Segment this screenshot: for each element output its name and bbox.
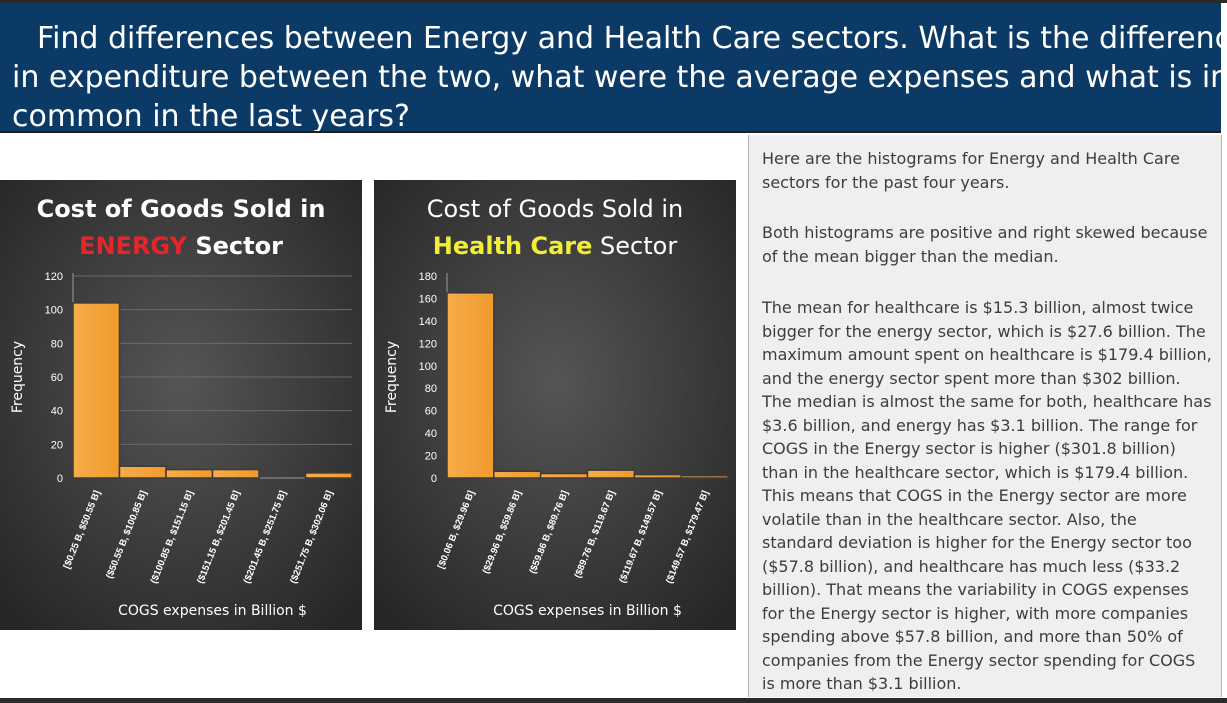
healthcare-histogram-panel: Cost of Goods Sold in Health Care Sector 0… bbox=[374, 180, 736, 630]
energy-histogram-panel: Cost of Goods Sold in ENERGY Sector 0 20 40 6… bbox=[0, 180, 362, 630]
chart-title-suffix: Sector bbox=[592, 232, 677, 260]
histogram-bar bbox=[586, 469, 636, 479]
chart-title-line-2: ENERGY Sector bbox=[79, 232, 283, 260]
chart-title-highlight: ENERGY bbox=[79, 232, 188, 260]
analysis-notes: Here are the histograms for Energy and H… bbox=[748, 135, 1222, 697]
y-tick-label: 180 bbox=[419, 271, 437, 283]
y-tick-label: 20 bbox=[51, 439, 63, 451]
question-line-3: common in the last years? bbox=[12, 99, 410, 134]
energy-histogram-chart: Cost of Goods Sold in ENERGY Sector 0 20 40 6… bbox=[0, 180, 362, 630]
histogram-bar bbox=[118, 465, 167, 479]
chart-title-suffix: Sector bbox=[187, 232, 283, 260]
chart-title-line-1: Cost of Goods Sold in bbox=[427, 195, 683, 223]
notes-paragraph-2: Both histograms are positive and right s… bbox=[762, 223, 1208, 266]
y-tick-label: 0 bbox=[431, 473, 437, 485]
y-axis-title: Frequency bbox=[10, 341, 26, 413]
question-banner: Find differences between Energy and Heal… bbox=[0, 3, 1227, 134]
top-border bbox=[0, 0, 1227, 3]
histogram-bar bbox=[446, 292, 495, 479]
y-tick-label: 0 bbox=[57, 473, 63, 485]
y-tick-label: 60 bbox=[51, 372, 63, 384]
y-tick-label: 160 bbox=[419, 293, 437, 305]
y-tick-label: 20 bbox=[425, 451, 437, 463]
y-tick-label: 40 bbox=[425, 428, 437, 440]
chart-title-line-1: Cost of Goods Sold in bbox=[37, 195, 326, 223]
question-line-1: Find differences between Energy and Heal… bbox=[37, 21, 1227, 56]
notes-paragraph-1: Here are the histograms for Energy and H… bbox=[762, 149, 1180, 192]
y-tick-label: 60 bbox=[425, 406, 437, 418]
histogram-bar bbox=[680, 475, 729, 479]
y-tick-label: 140 bbox=[419, 316, 437, 328]
y-tick-label: 120 bbox=[419, 338, 437, 350]
y-axis-title: Frequency bbox=[384, 341, 400, 413]
histogram-bar bbox=[539, 472, 589, 479]
y-tick-label: 100 bbox=[419, 361, 437, 373]
question-line-2: in expenditure between the two, what wer… bbox=[12, 60, 1227, 95]
x-axis-title: COGS expenses in Billion $ bbox=[493, 603, 682, 619]
y-tick-label: 100 bbox=[45, 305, 63, 317]
y-tick-label: 80 bbox=[425, 383, 437, 395]
chart-title-highlight: Health Care bbox=[433, 232, 593, 260]
y-tick-label: 40 bbox=[51, 406, 63, 418]
y-tick-label: 80 bbox=[51, 338, 63, 350]
histogram-bar bbox=[211, 468, 260, 479]
histogram-bar bbox=[72, 302, 121, 479]
chart-background bbox=[374, 180, 736, 630]
y-tick-label: 120 bbox=[45, 271, 63, 283]
healthcare-histogram-chart: Cost of Goods Sold in Health Care Sector 0… bbox=[374, 180, 736, 630]
bottom-border bbox=[0, 698, 1227, 703]
histogram-bar bbox=[633, 473, 682, 479]
x-axis-title: COGS expenses in Billion $ bbox=[118, 603, 307, 619]
histogram-bar bbox=[304, 472, 353, 479]
question-underline bbox=[0, 131, 1221, 133]
histogram-bar bbox=[493, 470, 542, 479]
notes-paragraph-3: The mean for healthcare is $15.3 billion… bbox=[762, 298, 1212, 693]
histogram-bar bbox=[165, 468, 214, 479]
chart-title-line-2: Health Care Sector bbox=[433, 232, 678, 260]
chart-background bbox=[0, 180, 362, 630]
